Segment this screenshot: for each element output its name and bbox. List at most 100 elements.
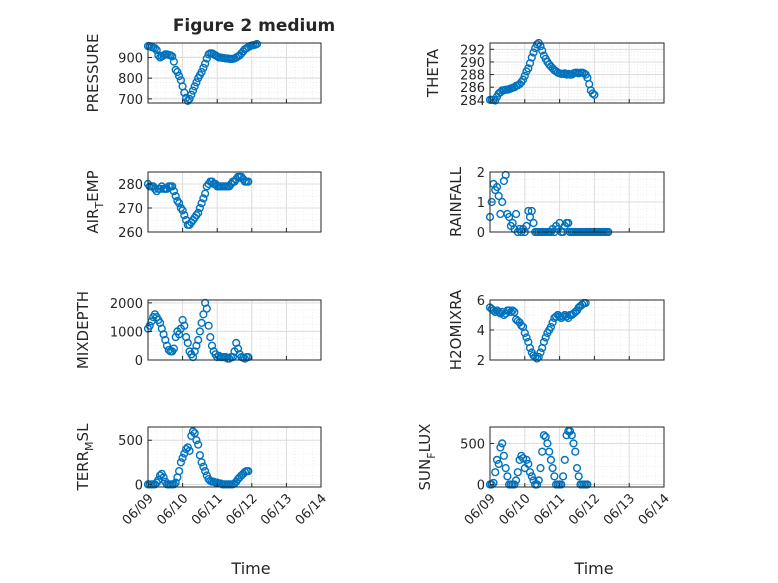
x-tick-label: 06/09 [120, 491, 157, 528]
data-point [532, 480, 542, 489]
data-point [175, 71, 184, 81]
x-tick-label: 06/09 [462, 491, 499, 528]
data-point [150, 44, 160, 53]
axes-frame [489, 42, 665, 104]
data-point [492, 182, 502, 192]
data-point [487, 480, 496, 489]
data-point [525, 343, 535, 353]
axes-rainfall: 0 1 2 RAINFALL [447, 166, 665, 241]
data-point [244, 467, 253, 476]
y-axis-label: MIXDEPTH [74, 291, 92, 369]
axes-frame [489, 426, 665, 488]
data-point [590, 90, 599, 99]
y-tick-label: 1000 [110, 325, 143, 340]
y-label-text: EMP [84, 170, 102, 201]
x-tick-label: 06/12 [566, 491, 603, 528]
y-tick-label: 0 [477, 479, 485, 494]
data-point [527, 53, 536, 62]
y-tick-label: 290 [460, 56, 485, 71]
y-tick-label: 900 [118, 51, 143, 66]
data-point [522, 455, 531, 465]
data-point [190, 82, 199, 91]
axes-frame [147, 42, 322, 104]
data-point [162, 341, 172, 350]
data-point [252, 39, 262, 49]
y-axis-label: AIRTEMP [84, 170, 106, 233]
data-point [498, 439, 507, 448]
x-tick-label: 06/13 [258, 491, 295, 528]
data-point [496, 443, 505, 452]
data-point [496, 209, 505, 219]
data-point [183, 338, 192, 348]
figure-title: Figure 2 medium [173, 16, 335, 36]
y-tick-label: 292 [460, 43, 485, 58]
data-point [522, 333, 531, 342]
data-point [574, 472, 583, 481]
data-point [169, 187, 179, 196]
y-tick-label: 2000 [110, 297, 143, 312]
axes-mixdepth: 0 1000 2000 MIXDEPTH [74, 291, 322, 369]
data-point [194, 208, 203, 217]
data-point [532, 354, 542, 363]
y-tick-label: 0 [135, 354, 143, 369]
axes-pressure: 700 800 900 PRESSURE [84, 34, 322, 112]
data-point [195, 327, 205, 336]
data-point [548, 464, 557, 473]
data-point [569, 439, 578, 448]
data-point [524, 64, 533, 73]
data-point [536, 348, 545, 357]
data-point [501, 464, 510, 473]
data-point [152, 46, 161, 55]
data-point [206, 333, 215, 342]
y-tick-label: 2 [477, 354, 485, 369]
data-point [510, 307, 519, 317]
data-point [583, 480, 592, 489]
data-point [201, 59, 210, 68]
data-point [168, 182, 177, 191]
y-tick-label: 500 [118, 434, 143, 449]
y-axis-label: SUNFLUX [416, 424, 438, 491]
data-point [505, 306, 514, 315]
y-axis-label: THETA [424, 48, 442, 98]
data-point [180, 211, 189, 220]
y-tick-label: 500 [460, 437, 485, 452]
data-point [511, 209, 521, 219]
axes-air-temp: 260 270 280 AIRTEMP [84, 170, 322, 241]
data-point [176, 458, 186, 467]
series-points [144, 427, 253, 489]
y-label-subscript: M [83, 441, 96, 451]
y-axis-label: RAINFALL [447, 166, 465, 237]
data-point [513, 468, 522, 477]
data-point [188, 86, 198, 95]
y-label-text: TERR [74, 451, 92, 492]
data-point [572, 464, 582, 473]
data-point [201, 189, 210, 198]
y-tick-label: 1 [477, 196, 485, 211]
data-point [567, 431, 576, 440]
data-point [505, 212, 514, 222]
data-point [541, 333, 550, 342]
axes-frame [147, 426, 322, 488]
data-point [529, 48, 538, 57]
data-point [536, 464, 545, 473]
data-point [487, 197, 496, 207]
data-point [244, 177, 253, 186]
y-tick-label: 800 [118, 72, 143, 87]
axes-frame [147, 299, 322, 361]
data-point [145, 321, 154, 330]
y-tick-label: 284 [460, 94, 485, 109]
data-point [541, 432, 550, 442]
data-point [565, 427, 575, 436]
data-point [178, 206, 187, 215]
data-point [202, 304, 211, 313]
data-point [546, 455, 556, 465]
y-tick-label: 6 [477, 294, 485, 309]
series-points [486, 39, 599, 105]
data-point [195, 203, 205, 213]
data-point [194, 440, 203, 449]
series-points [144, 298, 253, 363]
data-point [529, 218, 538, 228]
